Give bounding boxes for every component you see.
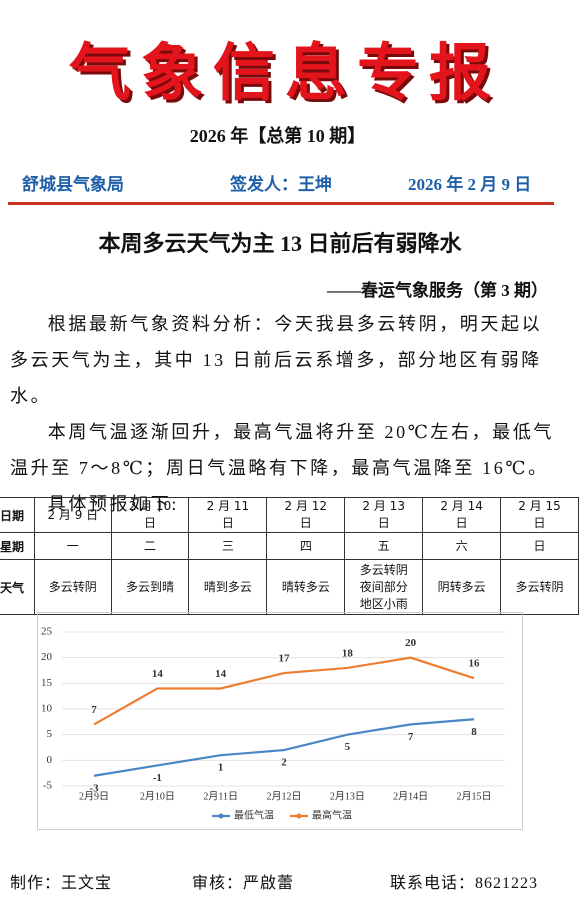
- cell-text: 四: [299, 538, 312, 553]
- cell-text: 2 月 15 日: [518, 499, 561, 530]
- cell-text: 阴转多云: [437, 579, 486, 594]
- cell: 2 月 14 日: [422, 497, 502, 533]
- y-tick-label: 15: [41, 677, 53, 689]
- line: [93, 718, 475, 777]
- cell: 多云转阴: [500, 559, 579, 615]
- cell: 2 月 15 日: [500, 497, 579, 533]
- cell: 五: [344, 532, 424, 560]
- data-label: -1: [153, 772, 162, 784]
- legend-label: 最高气温: [312, 808, 352, 821]
- cell-text: 晴到多云: [203, 579, 252, 594]
- cell-text: 2 月 9 日: [47, 507, 99, 522]
- data-label: 16: [469, 658, 481, 670]
- cell-text: 2 月 12 日: [284, 499, 328, 530]
- data-label: 18: [342, 647, 354, 659]
- data-label: -3: [89, 782, 99, 794]
- legend-marker: [296, 813, 302, 819]
- cell-text: 晴转多云: [281, 579, 330, 594]
- cell-text: 五: [377, 538, 390, 553]
- paragraph: 根据最新气象资料分析：今天我县多云转阴，明天起以多云天气为主，其中 13 日前后…: [10, 314, 543, 406]
- cell-text: 六: [455, 538, 468, 553]
- cell-text: 2 月 11 日: [206, 499, 250, 530]
- cell: 2 月 10 日: [110, 497, 190, 533]
- cell-text: 多云转阴: [515, 579, 564, 594]
- cell: 六: [422, 532, 502, 560]
- cell: 晴到多云: [188, 559, 268, 615]
- cell-text: 三: [221, 538, 234, 553]
- cell-text: 2 月 13 日: [362, 499, 405, 530]
- y-tick-label: 5: [47, 728, 53, 740]
- cell-text: 2 月 10 日: [128, 499, 172, 530]
- cell: 四: [266, 532, 346, 560]
- x-tick-label: 2月10日: [140, 790, 175, 802]
- line: [93, 656, 475, 726]
- cell: 2 月 12 日: [266, 497, 346, 533]
- footer-text: 制作：王文宝: [10, 875, 113, 892]
- org: 舒城县气象局: [22, 175, 124, 194]
- cell-text: 2 月 14 日: [440, 499, 483, 530]
- footer-text: 审核：严啟蕾: [192, 875, 295, 892]
- data-label: 20: [405, 637, 417, 649]
- row-label: 日期: [0, 497, 35, 533]
- data-label: 14: [215, 668, 227, 680]
- data-label: 8: [471, 726, 477, 738]
- title: 气象信息专报: [68, 36, 501, 109]
- y-tick-label: 25: [41, 626, 53, 638]
- cell-text: 日: [533, 538, 546, 553]
- cell-text: 多云转阴: [48, 579, 97, 594]
- cell: 晴转多云: [266, 559, 346, 615]
- data-label: 2: [281, 757, 287, 769]
- data-label: 14: [152, 668, 164, 680]
- y-tick-label: 20: [41, 651, 53, 663]
- cell: 阴转多云: [422, 559, 502, 615]
- issue: 2026 年【总第 10 期】: [189, 126, 366, 146]
- data-label: 7: [91, 704, 97, 716]
- x-tick-label: 2月14日: [393, 790, 428, 802]
- cell-text: 一: [66, 538, 79, 553]
- headline: 本周多云天气为主 13 日前后有弱降水: [98, 231, 462, 256]
- divider: [8, 202, 554, 205]
- footer-text: 联系电话：8621223: [390, 875, 539, 892]
- chart-frame: [37, 612, 523, 830]
- x-tick-label: 2月9日: [79, 790, 109, 802]
- subtitle: ——春运气象服务（第 3 期）: [327, 281, 548, 300]
- date: 2026 年 2 月 9 日: [408, 175, 532, 194]
- cell: 多云转阴: [34, 559, 112, 615]
- cell-text: 多云转阴夜间部分地区小雨: [359, 562, 408, 611]
- x-tick-label: 2月13日: [330, 790, 365, 802]
- cell-text: 多云到晴: [126, 579, 175, 594]
- x-tick-label: 2月15日: [457, 790, 492, 802]
- table-row: 天气 多云转阴 多云到晴 晴到多云 晴转多云 多云转阴夜间部分地区小雨 阴转多云 多云转阴: [0, 559, 579, 615]
- forecast-table: 日期 2 月 9 日 2 月 10 日 2 月 11 日 2 月 12 日 2 月 13 …: [0, 497, 579, 615]
- cell: 多云转阴夜间部分地区小雨: [344, 559, 424, 615]
- data-label: 5: [345, 741, 351, 753]
- cell: 2 月 9 日: [34, 497, 112, 533]
- x-tick-label: 2月12日: [267, 790, 302, 802]
- legend-marker: [218, 813, 224, 819]
- y-tick-label: -5: [43, 780, 53, 792]
- data-label: 17: [279, 653, 291, 665]
- x-tick-label: 2月11日: [203, 790, 238, 802]
- data-label: 7: [408, 731, 414, 743]
- data-label: 1: [218, 762, 224, 774]
- row-label: 天气: [0, 559, 35, 615]
- y-tick-label: 0: [47, 754, 53, 766]
- issuer: 签发人：王坤: [230, 175, 332, 194]
- y-tick-label: 10: [41, 703, 53, 715]
- paragraph: 本周气温逐渐回升，最高气温将升至 20℃左右，最低气温升至 7～8℃；周日气温略…: [10, 422, 555, 478]
- cell-text: 二: [144, 538, 157, 553]
- legend-label: 最低气温: [234, 808, 274, 821]
- cell: 三: [188, 532, 268, 560]
